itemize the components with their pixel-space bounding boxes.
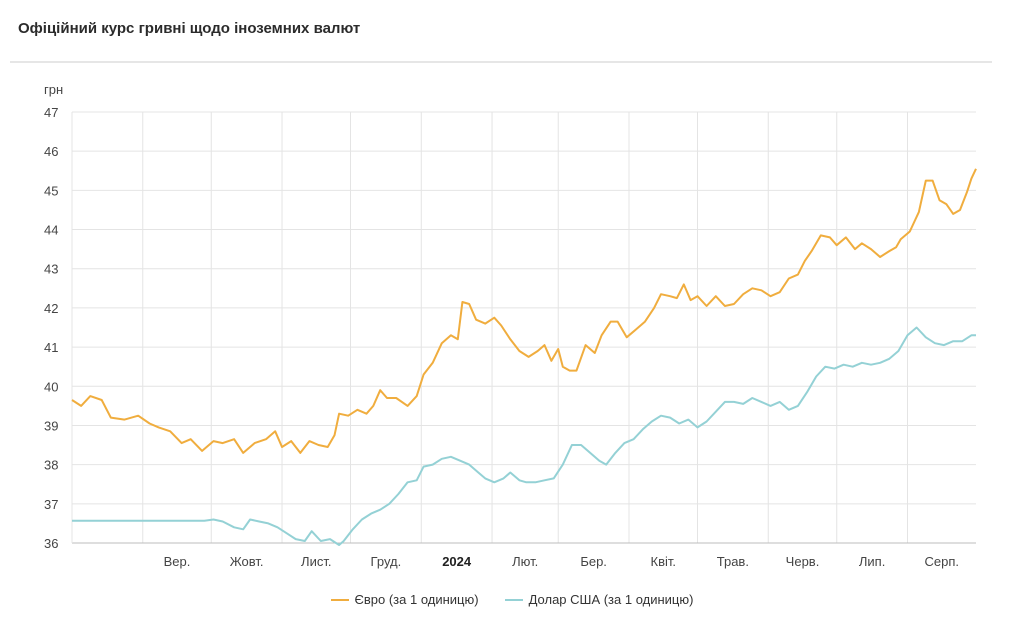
legend-swatch-usd	[504, 598, 523, 601]
x-tick-label: Бер.	[580, 554, 607, 569]
x-tick-label: Черв.	[786, 554, 820, 569]
legend-swatch-euro	[330, 598, 349, 601]
y-tick-label: 42	[44, 301, 58, 316]
y-tick-label: 44	[44, 223, 58, 238]
x-tick-label: Лист.	[301, 554, 331, 569]
legend-label-usd: Долар США (за 1 одиницю)	[528, 592, 694, 607]
x-tick-label: Вер.	[164, 554, 191, 569]
legend-item-euro[interactable]: Євро (за 1 одиницю)	[330, 592, 479, 607]
legend: Євро (за 1 одиницю) Долар США (за 1 один…	[0, 592, 1024, 607]
legend-item-usd[interactable]: Долар США (за 1 одиницю)	[504, 592, 694, 607]
x-tick-label: Жовт.	[230, 554, 264, 569]
y-axis-ticks: 36 37 38 39 40 41 42 43 44 45 46 47	[44, 105, 58, 551]
y-tick-label: 45	[44, 183, 58, 198]
y-tick-label: 40	[44, 379, 58, 394]
x-tick-label: 2024	[442, 554, 472, 569]
x-tick-label: Серп.	[925, 554, 960, 569]
legend-label-euro: Євро (за 1 одиницю)	[354, 592, 479, 607]
series-line-usd[interactable]	[72, 326, 976, 546]
y-tick-label: 39	[44, 418, 58, 433]
y-axis-unit-label: грн	[44, 82, 63, 97]
y-tick-label: 47	[44, 105, 58, 120]
chart-grid	[71, 111, 976, 544]
y-tick-label: 41	[44, 340, 58, 355]
series-line-euro[interactable]	[71, 168, 977, 454]
y-tick-label: 43	[44, 262, 58, 277]
title-divider	[10, 61, 992, 63]
x-tick-label: Груд.	[371, 554, 402, 569]
y-tick-label: 46	[44, 144, 58, 159]
x-tick-label: Квіт.	[651, 554, 677, 569]
x-tick-label: Лют.	[512, 554, 538, 569]
chart-svg: 36 37 38 39 40 41 42 43 44 45 46 47 Вер. Жовт. Лист. Г…	[44, 82, 977, 569]
x-axis-ticks: Вер. Жовт. Лист. Груд. 2024 Лют. Бер. Квіт. Трав…	[164, 554, 959, 569]
y-tick-label: 37	[44, 497, 58, 512]
y-tick-label: 36	[44, 536, 58, 551]
chart-title: Офіційний курс гривні щодо іноземних вал…	[18, 20, 361, 37]
x-tick-label: Трав.	[717, 554, 749, 569]
x-tick-label: Лип.	[859, 554, 885, 569]
y-tick-label: 38	[44, 458, 58, 473]
chart-series	[71, 168, 977, 546]
